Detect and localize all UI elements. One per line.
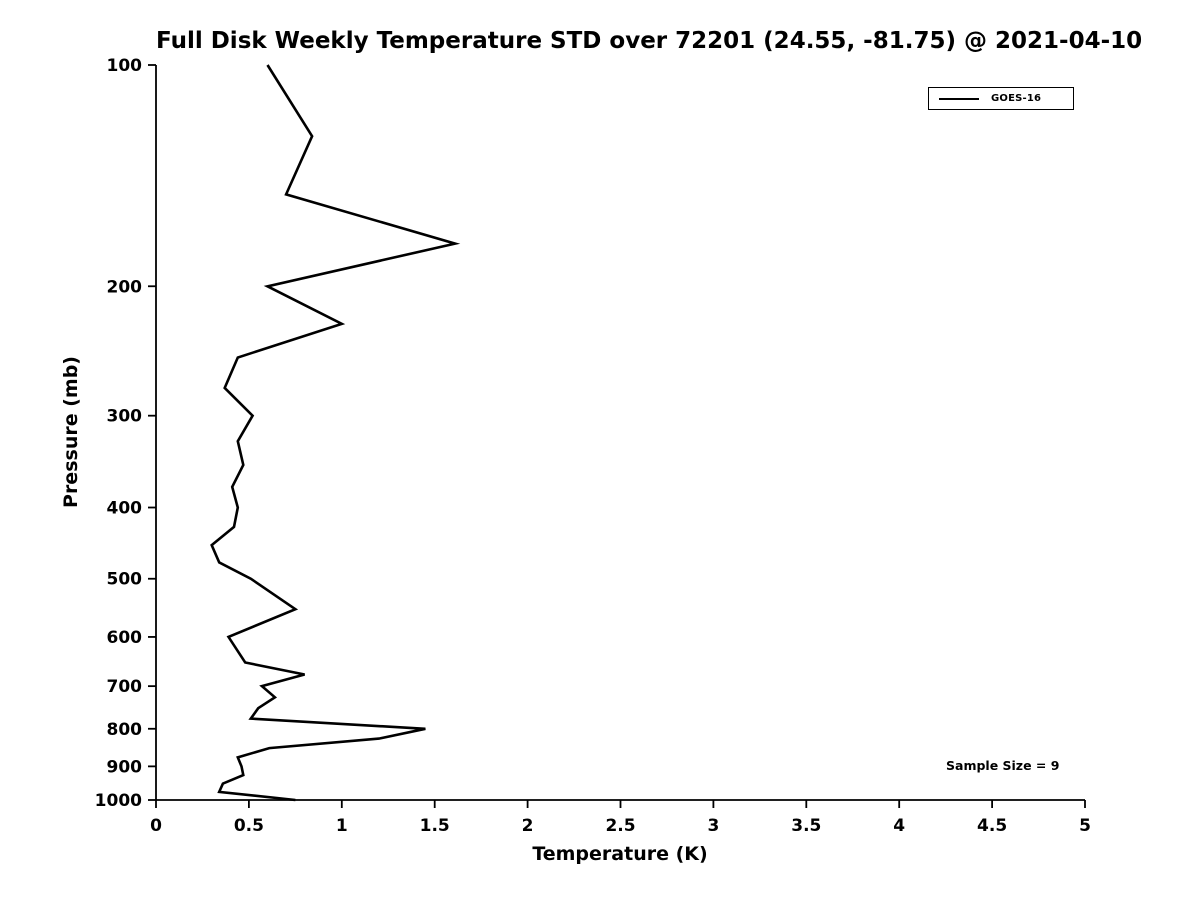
x-tick-label: 2 [522, 816, 534, 836]
y-tick-label: 600 [107, 628, 143, 648]
x-tick-label: 1 [336, 816, 348, 836]
x-tick-label: 3 [707, 816, 719, 836]
y-tick-label: 300 [107, 407, 143, 427]
y-tick-label: 100 [107, 56, 143, 76]
y-tick-label: 200 [107, 277, 143, 297]
x-tick-label: 3.5 [791, 816, 821, 836]
y-tick-label: 1000 [95, 791, 142, 811]
sample-size-annotation: Sample Size = 9 [946, 758, 1060, 773]
legend: GOES-16 [928, 87, 1074, 110]
x-tick-label: 4 [893, 816, 905, 836]
x-axis-label: Temperature (K) [532, 843, 708, 865]
x-tick-label: 5 [1079, 816, 1091, 836]
x-tick-label: 4.5 [977, 816, 1007, 836]
x-tick-label: 1.5 [420, 816, 450, 836]
y-tick-label: 400 [107, 499, 143, 519]
legend-label: GOES-16 [991, 93, 1042, 104]
y-tick-label: 700 [107, 677, 143, 697]
y-tick-label: 500 [107, 570, 143, 590]
y-tick-label: 800 [107, 720, 143, 740]
x-tick-label: 0 [150, 816, 162, 836]
goes16-data-line [210, 64, 461, 802]
x-tick-label: 0.5 [234, 816, 264, 836]
x-tick-label: 2.5 [605, 816, 635, 836]
chart-title: Full Disk Weekly Temperature STD over 72… [156, 28, 1143, 54]
legend-line-sample [939, 97, 979, 100]
y-tick-label: 900 [107, 757, 143, 777]
